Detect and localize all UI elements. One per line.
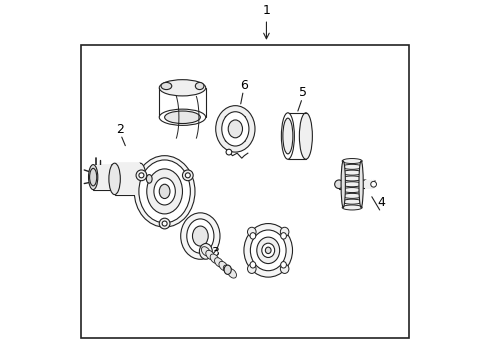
Ellipse shape (247, 227, 256, 237)
Ellipse shape (341, 161, 345, 207)
Ellipse shape (161, 82, 172, 90)
Text: 2: 2 (116, 123, 124, 136)
Bar (81, 45, 409, 338)
Ellipse shape (281, 113, 294, 159)
Ellipse shape (134, 156, 195, 227)
Ellipse shape (199, 243, 212, 259)
Ellipse shape (147, 175, 152, 183)
Ellipse shape (342, 188, 362, 193)
Ellipse shape (262, 243, 275, 257)
Ellipse shape (250, 262, 256, 268)
Ellipse shape (342, 158, 362, 163)
Ellipse shape (147, 169, 182, 214)
Ellipse shape (165, 111, 200, 123)
Ellipse shape (342, 164, 362, 169)
Ellipse shape (281, 262, 287, 268)
Ellipse shape (335, 180, 343, 189)
Text: 1: 1 (263, 4, 270, 17)
Ellipse shape (283, 118, 293, 154)
Ellipse shape (108, 165, 118, 190)
Ellipse shape (216, 105, 255, 152)
Ellipse shape (342, 199, 362, 204)
Bar (365, 180, 373, 189)
Ellipse shape (359, 161, 363, 207)
Ellipse shape (224, 265, 231, 274)
Ellipse shape (244, 224, 293, 277)
Ellipse shape (299, 113, 313, 159)
Ellipse shape (228, 120, 243, 138)
Ellipse shape (342, 176, 362, 181)
Ellipse shape (266, 247, 271, 253)
Ellipse shape (135, 163, 146, 195)
Ellipse shape (280, 227, 289, 237)
Ellipse shape (371, 181, 376, 187)
Ellipse shape (136, 170, 147, 181)
Ellipse shape (250, 233, 256, 239)
Ellipse shape (215, 258, 223, 267)
Ellipse shape (187, 219, 214, 253)
Ellipse shape (342, 182, 362, 187)
Ellipse shape (196, 82, 204, 90)
Ellipse shape (219, 261, 228, 271)
Ellipse shape (247, 264, 256, 274)
Ellipse shape (182, 170, 193, 181)
Ellipse shape (89, 165, 98, 190)
Ellipse shape (257, 237, 280, 264)
Ellipse shape (280, 264, 289, 274)
Bar (93, 165, 113, 190)
Ellipse shape (226, 149, 232, 155)
Ellipse shape (90, 168, 97, 186)
Ellipse shape (162, 221, 167, 226)
Ellipse shape (159, 184, 170, 199)
Ellipse shape (206, 250, 215, 260)
Text: 6: 6 (240, 79, 248, 92)
Ellipse shape (342, 193, 362, 198)
Ellipse shape (185, 173, 190, 178)
Text: 3: 3 (211, 246, 219, 258)
Ellipse shape (342, 205, 362, 210)
Text: 5: 5 (299, 86, 307, 99)
Ellipse shape (139, 173, 144, 178)
Ellipse shape (109, 163, 121, 195)
Bar (115, 163, 140, 195)
Ellipse shape (250, 230, 286, 271)
Ellipse shape (222, 112, 249, 146)
Ellipse shape (342, 170, 362, 175)
Ellipse shape (181, 213, 220, 259)
Ellipse shape (159, 109, 206, 125)
Ellipse shape (159, 80, 206, 96)
Ellipse shape (223, 265, 232, 274)
Text: 4: 4 (377, 196, 386, 209)
Ellipse shape (139, 160, 190, 223)
Ellipse shape (210, 254, 219, 264)
Ellipse shape (360, 180, 369, 189)
Ellipse shape (159, 218, 170, 229)
Ellipse shape (201, 247, 210, 256)
Ellipse shape (154, 178, 175, 205)
Ellipse shape (228, 269, 237, 278)
Ellipse shape (193, 226, 208, 246)
Ellipse shape (281, 233, 287, 239)
